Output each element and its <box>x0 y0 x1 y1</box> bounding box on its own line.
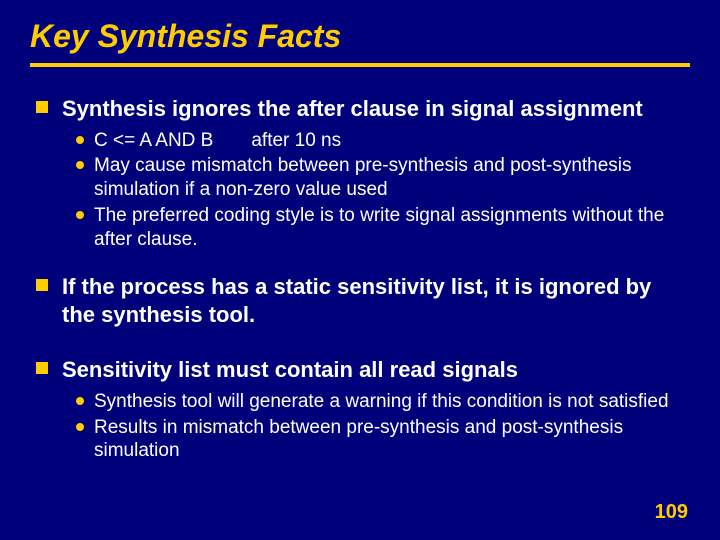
square-bullet-icon <box>36 279 48 291</box>
page-number: 109 <box>655 501 688 524</box>
square-bullet-icon <box>36 362 48 374</box>
bullet-text: Sensitivity list must contain all read s… <box>62 356 518 384</box>
square-bullet-icon <box>36 101 48 113</box>
sub-bullet-group: Synthesis tool will generate a warning i… <box>76 390 690 463</box>
sub-bullet-group: C <= A AND B after 10 ns May cause misma… <box>76 129 690 252</box>
title-underline <box>30 63 690 67</box>
bullet-level1: Synthesis ignores the after clause in si… <box>36 95 690 123</box>
round-bullet-icon <box>76 211 84 219</box>
sub-bullet-text: C <= A AND B after 10 ns <box>94 129 341 153</box>
sub-bullet-text: Results in mismatch between pre-synthesi… <box>94 416 690 464</box>
bullet-level2: C <= A AND B after 10 ns <box>76 129 690 153</box>
bullet-level2: Results in mismatch between pre-synthesi… <box>76 416 690 464</box>
sub-bullet-text: Synthesis tool will generate a warning i… <box>94 390 669 414</box>
bullet-level1: If the process has a static sensitivity … <box>36 273 690 328</box>
content-area: Synthesis ignores the after clause in si… <box>30 95 690 463</box>
bullet-level2: The preferred coding style is to write s… <box>76 204 690 252</box>
round-bullet-icon <box>76 423 84 431</box>
round-bullet-icon <box>76 161 84 169</box>
bullet-level2: Synthesis tool will generate a warning i… <box>76 390 690 414</box>
bullet-text: If the process has a static sensitivity … <box>62 273 690 328</box>
bullet-level1: Sensitivity list must contain all read s… <box>36 356 690 384</box>
sub-bullet-text: The preferred coding style is to write s… <box>94 204 690 252</box>
bullet-level2: May cause mismatch between pre-synthesis… <box>76 154 690 202</box>
slide-title: Key Synthesis Facts <box>30 18 690 55</box>
sub-bullet-text: May cause mismatch between pre-synthesis… <box>94 154 690 202</box>
round-bullet-icon <box>76 397 84 405</box>
slide: Key Synthesis Facts Synthesis ignores th… <box>0 0 720 540</box>
bullet-text: Synthesis ignores the after clause in si… <box>62 95 643 123</box>
round-bullet-icon <box>76 136 84 144</box>
